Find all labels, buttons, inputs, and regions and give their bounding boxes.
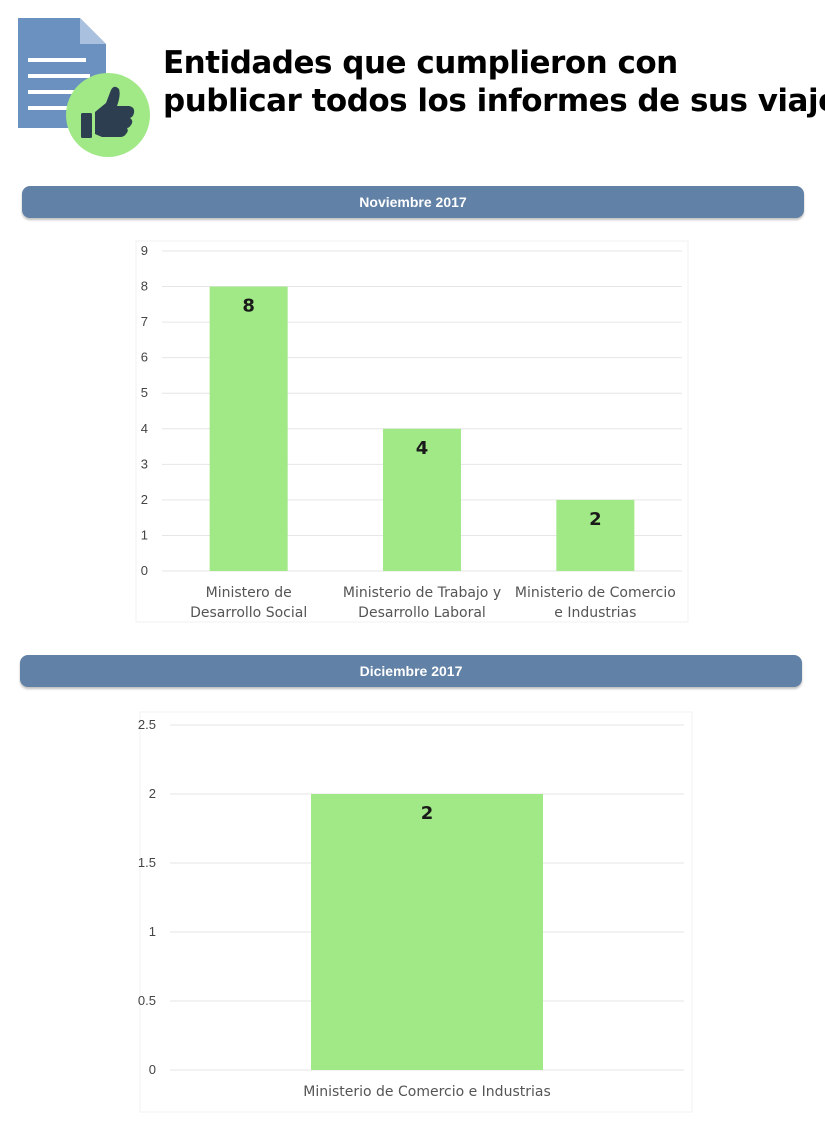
nov-y-tick-label: 3	[141, 456, 148, 471]
nov-data-label: 4	[416, 438, 429, 459]
dic-y-tick-label: 0	[149, 1062, 156, 1077]
dic-category-label: Ministerio de Comercio e Industrias	[303, 1084, 551, 1100]
section-header-noviembre: Noviembre 2017	[22, 186, 804, 218]
document-thumbs-up-icon	[18, 18, 150, 157]
nov-data-label: 8	[242, 296, 255, 317]
nov-y-tick-label: 1	[141, 527, 148, 542]
dic-y-tick-label: 1.5	[138, 855, 156, 870]
nov-category-label: Desarrollo Social	[190, 605, 307, 621]
nov-y-tick-label: 6	[141, 350, 148, 365]
nov-bar	[383, 428, 461, 571]
chart-noviembre: 0 1 2 3 4 5 6 7 8 9 8 Ministero de Desarrollo Social…	[135, 240, 689, 623]
nov-y-tick-label: 5	[141, 385, 148, 400]
page-title: Entidades que cumplieron con publicar to…	[163, 44, 825, 120]
dic-y-tick-label: 2	[149, 786, 156, 801]
title-line-1: Entidades que cumplieron con	[163, 45, 678, 81]
title-line-2: publicar todos los informes de sus viaje…	[163, 83, 825, 119]
dic-y-tick-label: 2.5	[138, 717, 156, 732]
section-label-diciembre: Diciembre 2017	[359, 663, 463, 679]
header: Entidades que cumplieron con publicar to…	[0, 0, 825, 170]
chart-diciembre: 0 0.5 1 1.5 2 2.5 2 Ministerio de Comercio e In…	[138, 711, 693, 1113]
nov-category-label: Ministerio de Trabajo y	[343, 585, 501, 601]
dic-y-tick-label: 0.5	[138, 993, 156, 1008]
nov-category-label: Ministero de	[206, 585, 292, 601]
nov-y-tick-label: 9	[141, 243, 148, 258]
nov-category-label: Desarrollo Laboral	[358, 605, 486, 621]
nov-data-label: 2	[589, 509, 602, 530]
dic-data-label: 2	[421, 803, 434, 824]
nov-y-tick-label: 4	[141, 421, 148, 436]
dic-bar	[311, 794, 543, 1070]
nov-y-tick-label: 8	[141, 279, 148, 294]
nov-y-tick-label: 2	[141, 492, 148, 507]
nov-y-tick-label: 7	[141, 314, 148, 329]
section-label-noviembre: Noviembre 2017	[359, 194, 467, 210]
dic-y-tick-label: 1	[149, 924, 156, 939]
nov-bar	[556, 499, 635, 571]
nov-category-label: Ministerio de Comercio	[515, 585, 676, 601]
nov-bar	[209, 286, 288, 571]
section-header-diciembre: Diciembre 2017	[20, 655, 802, 687]
nov-y-tick-label: 0	[141, 563, 148, 578]
nov-category-label: e Industrias	[554, 605, 636, 621]
